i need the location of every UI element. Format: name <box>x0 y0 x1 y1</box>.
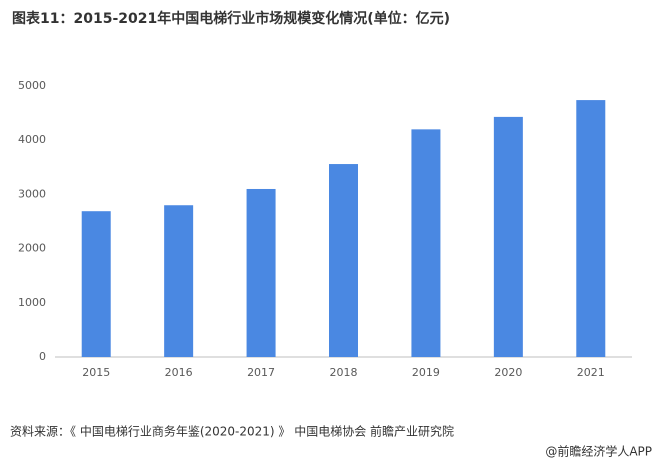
y-tick-label: 0 <box>39 350 46 363</box>
bar <box>329 164 358 357</box>
credit: @前瞻经济学人APP <box>545 444 652 459</box>
chart-title: 图表11：2015-2021年中国电梯行业市场规模变化情况(单位：亿元) <box>12 10 450 27</box>
y-tick-label: 1000 <box>18 296 46 309</box>
bar <box>411 129 441 357</box>
y-tick-label: 3000 <box>18 187 46 200</box>
y-tick-label: 2000 <box>18 242 46 255</box>
bar <box>164 205 194 357</box>
bar <box>576 100 606 357</box>
x-tick-label: 2019 <box>412 366 440 379</box>
x-tick-label: 2017 <box>247 366 275 379</box>
x-tick-label: 2021 <box>577 366 605 379</box>
bar <box>493 116 523 357</box>
x-tick-label: 2020 <box>494 366 522 379</box>
x-tick-label: 2015 <box>82 366 110 379</box>
y-tick-label: 4000 <box>18 133 46 146</box>
bar <box>246 188 276 357</box>
x-tick-label: 2016 <box>165 366 193 379</box>
bar <box>81 211 111 357</box>
y-tick-label: 5000 <box>18 79 46 92</box>
x-tick-label: 2018 <box>330 366 358 379</box>
source: 资料来源：《 中国电梯行业商务年鉴(2020-2021) 》 中国电梯协会 前瞻… <box>10 424 454 439</box>
